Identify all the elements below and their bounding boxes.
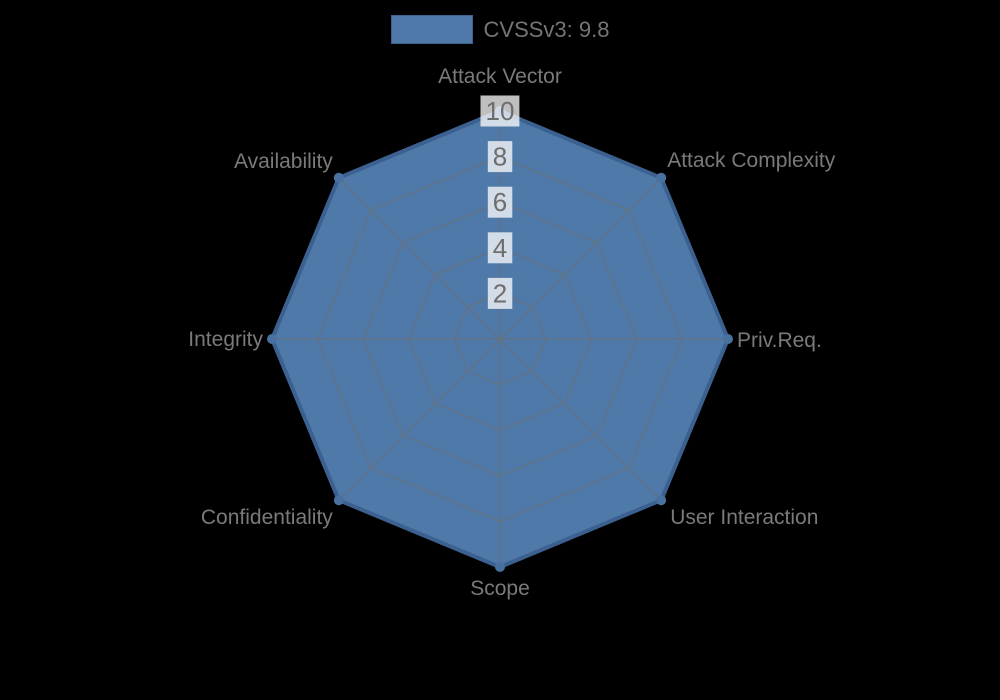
tick-backdrop-10 (480, 95, 520, 127)
tick-backdrop-2 (487, 277, 513, 309)
tick-label-8: 8 (493, 142, 507, 172)
axis-label-attack-complexity: Attack Complexity (667, 149, 836, 172)
tick-label-6: 6 (493, 187, 507, 217)
axis-spoke (338, 177, 501, 340)
legend-item-cvssv3[interactable]: CVSSv3: 9.8 (390, 15, 610, 44)
tick-label-10: 10 (486, 96, 515, 126)
data-point-marker (495, 562, 505, 572)
axis-label-priv-req: Priv.Req. (737, 329, 822, 352)
legend-color-swatch (390, 15, 473, 44)
data-point-marker (723, 334, 733, 344)
data-point-marker (656, 172, 667, 183)
axis-label-confidentiality: Confidentiality (201, 506, 333, 529)
axis-label-user-interaction: User Interaction (670, 506, 818, 529)
axis-label-availability: Availability (234, 150, 333, 173)
tick-label-4: 4 (493, 233, 507, 263)
tick-backdrop-6 (487, 186, 513, 218)
axis-label-attack-vector: Attack Vector (438, 65, 562, 88)
data-point-marker (333, 495, 344, 506)
tick-backdrop-4 (487, 232, 513, 264)
axis-label-integrity: Integrity (188, 328, 263, 351)
tick-label-2: 2 (493, 278, 507, 308)
legend-label: CVSSv3: 9.8 (483, 17, 610, 42)
data-point-marker (333, 172, 344, 183)
axis-spoke (499, 177, 662, 340)
tick-backdrop-8 (487, 141, 513, 173)
axis-spoke (499, 338, 662, 501)
axis-spoke (338, 338, 501, 501)
axis-label-scope: Scope (470, 577, 530, 600)
chart-legend: CVSSv3: 9.8 (0, 15, 1000, 44)
data-point-marker (656, 495, 667, 506)
data-point-marker (267, 334, 277, 344)
